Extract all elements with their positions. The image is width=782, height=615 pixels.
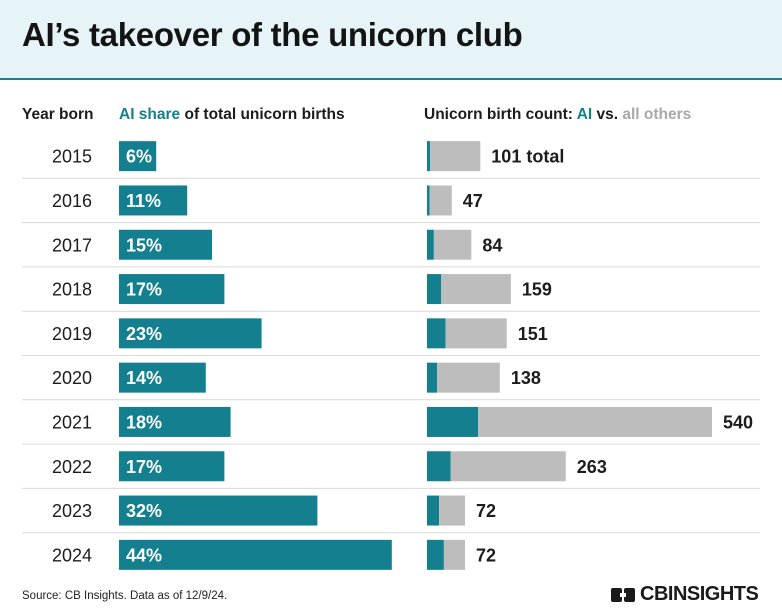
page-title: AI’s takeover of the unicorn club	[22, 16, 523, 53]
share-header: AI share of total unicorn births	[119, 106, 345, 124]
ai-count-bar	[427, 495, 440, 526]
count-header-prefix: Unicorn birth count:	[424, 106, 577, 123]
share-label: 18%	[126, 412, 162, 432]
title-band: AI’s takeover of the unicorn club	[0, 0, 782, 80]
other-count-bar	[429, 185, 452, 216]
share-label: 11%	[126, 191, 161, 211]
year-label: 2022	[52, 457, 92, 477]
year-label: 2019	[52, 324, 92, 344]
total-label: 263	[577, 457, 607, 477]
other-count-bar	[433, 229, 472, 260]
share-label: 14%	[126, 368, 162, 388]
ai-count-bar	[427, 141, 431, 172]
share-label: 6%	[126, 147, 152, 167]
share-label: 15%	[126, 235, 162, 255]
share-bar	[119, 451, 225, 482]
year-label: 2020	[52, 368, 92, 388]
year-label: 2023	[52, 501, 92, 521]
share-label: 17%	[126, 457, 162, 477]
other-count-bar	[450, 451, 566, 482]
source-note: Source: CB Insights. Data as of 12/9/24.	[22, 590, 228, 602]
year-label: 2018	[52, 280, 92, 300]
cb-insights-logo: CBINSIGHTS	[611, 583, 759, 606]
ai-count-bar	[427, 362, 438, 393]
ai-count-bar	[427, 539, 444, 570]
year-header: Year born	[22, 106, 94, 123]
other-count-bar	[478, 406, 712, 437]
other-count-bar	[430, 141, 481, 172]
total-label: 138	[511, 368, 541, 388]
total-label: 151	[518, 324, 548, 344]
ai-count-bar	[427, 406, 479, 437]
share-bar	[119, 185, 188, 216]
share-label: 23%	[126, 324, 162, 344]
ai-count-bar	[427, 274, 442, 305]
other-count-bar	[437, 362, 500, 393]
other-count-bar	[439, 495, 465, 526]
ai-count-bar	[427, 229, 434, 260]
share-label: 44%	[126, 545, 162, 565]
share-label: 17%	[126, 280, 162, 300]
count-header-ai: AI	[576, 106, 593, 123]
share-header-rest: of total unicorn births	[180, 106, 345, 123]
count-header-others: all others	[622, 106, 692, 123]
cb-logo-icon	[611, 587, 635, 602]
logo-text: CBINSIGHTS	[640, 583, 759, 605]
other-count-bar	[443, 539, 465, 570]
total-label: 101 total	[491, 147, 564, 167]
year-label: 2016	[52, 191, 92, 211]
total-label: 84	[482, 235, 502, 255]
year-label: 2021	[52, 412, 92, 432]
ai-count-bar	[427, 451, 451, 482]
share-bar	[119, 229, 212, 260]
count-header: Unicorn birth count: AI vs. all others	[424, 106, 691, 124]
share-bar	[119, 318, 262, 349]
total-label: 72	[476, 501, 496, 521]
share-label: 32%	[126, 501, 162, 521]
share-bar	[119, 274, 225, 305]
share-bar	[119, 141, 157, 172]
ai-count-bar	[427, 318, 446, 349]
share-bar	[119, 539, 392, 570]
share-bar	[119, 362, 206, 393]
share-bar	[119, 495, 318, 526]
share-header-ai: AI share	[119, 106, 181, 123]
total-label: 159	[522, 280, 552, 300]
share-bar	[119, 406, 231, 437]
year-label: 2024	[52, 545, 92, 565]
total-label: 47	[463, 191, 483, 211]
total-label: 540	[723, 412, 753, 432]
ai-count-bar	[427, 185, 430, 216]
other-count-bar	[445, 318, 507, 349]
year-label: 2015	[52, 147, 92, 167]
year-label: 2017	[52, 235, 92, 255]
other-count-bar	[441, 274, 511, 305]
total-label: 72	[476, 545, 496, 565]
count-header-vs: vs.	[592, 106, 623, 123]
